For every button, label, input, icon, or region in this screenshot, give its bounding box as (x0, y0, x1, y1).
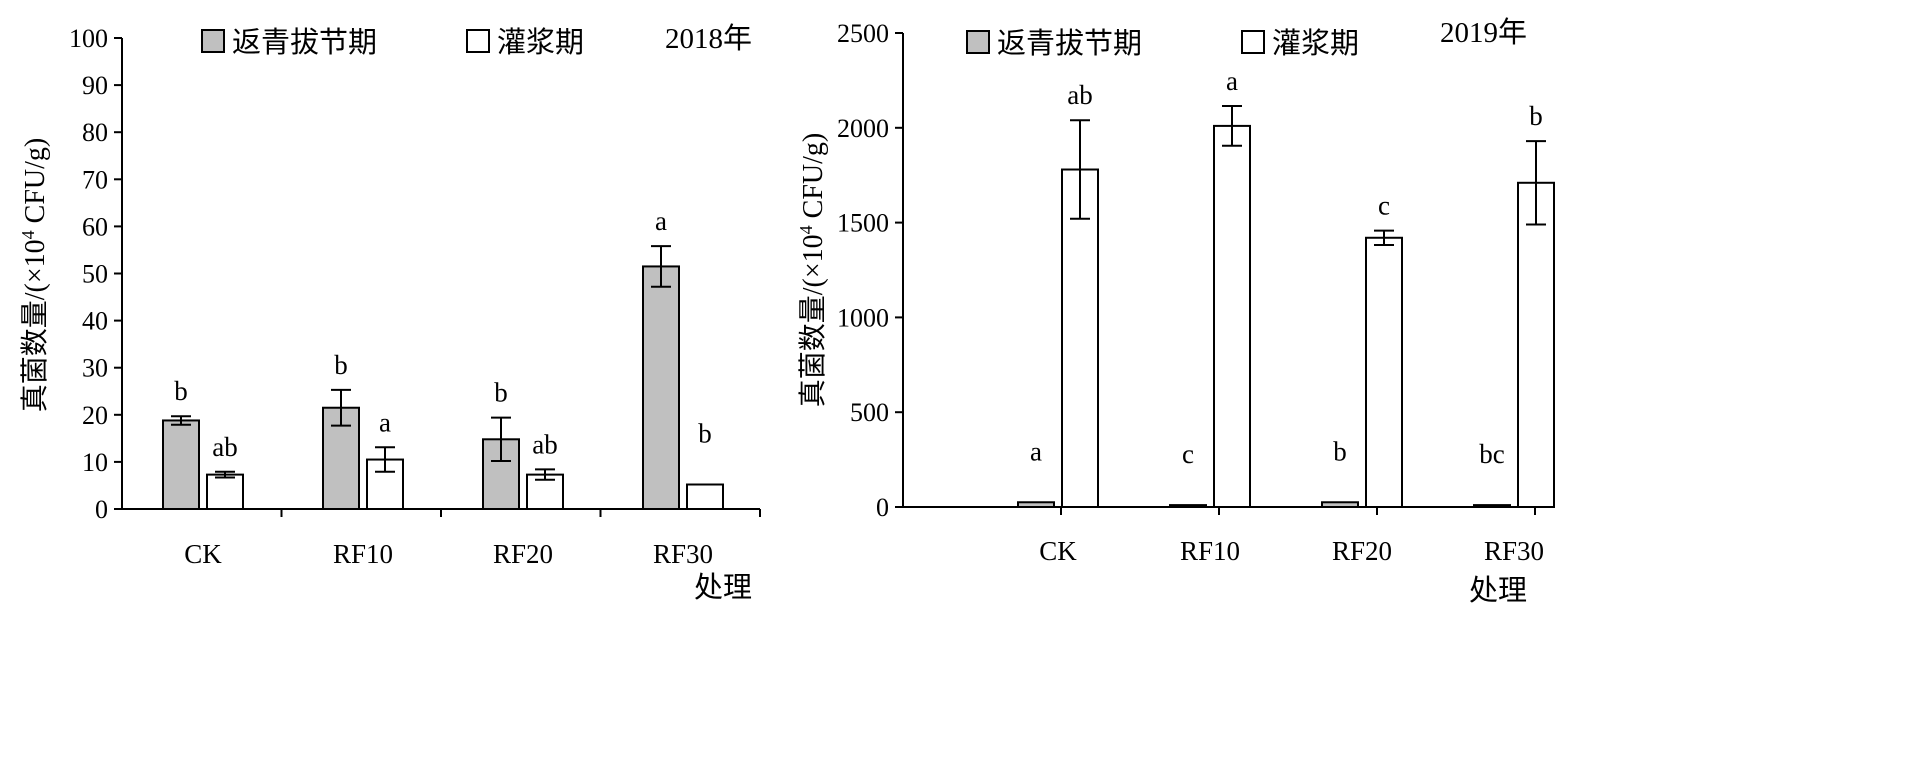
legend-swatch (201, 29, 225, 53)
x-axis-title: 处理 (1469, 574, 1527, 607)
x-tick-label: RF30 (1484, 536, 1544, 566)
y-tick-label: 70 (82, 165, 108, 194)
legend-swatch (966, 30, 990, 54)
y-axis-title-suffix: CFU/g) (20, 138, 51, 231)
significance-letter: a (655, 206, 667, 236)
legend-label: 返青拔节期 (232, 26, 377, 59)
bar-series-2 (1517, 181, 1555, 508)
x-tick-label: CK (1039, 536, 1077, 566)
bar-series-2 (206, 473, 244, 511)
y-axis-title: 真菌数量/(×104 CFU/g) (796, 133, 829, 407)
y-tick-label: 1000 (837, 303, 889, 332)
year-label: 2018年 (665, 22, 752, 55)
x-axis-title: 处理 (694, 571, 752, 604)
y-tick-label: 1500 (837, 209, 889, 238)
y-tick-label: 60 (82, 212, 108, 241)
y-tick-label: 2500 (837, 19, 889, 48)
bar-series-1 (642, 265, 680, 510)
significance-letter: ab (532, 429, 557, 459)
y-tick-label: 50 (82, 260, 108, 289)
significance-letter: b (494, 378, 508, 408)
significance-letter: ab (212, 432, 237, 462)
significance-letter: a (379, 407, 391, 437)
x-tick-label: RF20 (1332, 536, 1392, 566)
significance-letter: b (1529, 101, 1543, 131)
significance-letter: a (1226, 66, 1238, 96)
significance-letter: b (174, 376, 188, 406)
significance-letter: b (698, 419, 712, 449)
y-tick-label: 0 (876, 493, 889, 522)
legend-swatch (1241, 30, 1265, 54)
significance-letter: a (1030, 436, 1042, 466)
bar-series-2 (1365, 236, 1403, 508)
y-axis-title-exponent: 4 (18, 230, 38, 239)
significance-letter: ab (1067, 80, 1092, 110)
y-tick-label: 80 (82, 118, 108, 147)
bar-series-1 (1321, 501, 1359, 509)
y-axis-title: 真菌数量/(×104 CFU/g) (18, 138, 51, 412)
y-axis-title-prefix: 真菌数量/(×10 (19, 239, 51, 412)
significance-letter: b (1333, 436, 1347, 466)
y-tick-label: 2000 (837, 114, 889, 143)
y-tick-label: 40 (82, 307, 108, 336)
x-tick-label: RF10 (333, 539, 393, 569)
x-tick-label: RF20 (493, 539, 553, 569)
y-axis-title-prefix: 真菌数量/(×10 (797, 234, 829, 407)
bar-series-1 (1473, 504, 1511, 509)
bar-series-1 (1017, 501, 1055, 509)
bar-series-2 (1061, 168, 1099, 508)
y-tick-label: 20 (82, 401, 108, 430)
y-tick-label: 10 (82, 448, 108, 477)
x-tick-label: CK (184, 539, 222, 569)
significance-letter: c (1378, 191, 1390, 221)
significance-letter: bc (1479, 439, 1505, 469)
year-label: 2019年 (1440, 16, 1527, 49)
legend-label: 灌浆期 (1272, 27, 1359, 60)
bar-series-2 (1213, 124, 1251, 509)
bar-series-1 (162, 419, 200, 510)
x-tick-label: RF30 (653, 539, 713, 569)
significance-letter: c (1182, 439, 1194, 469)
legend-swatch (466, 29, 490, 53)
legend-label: 返青拔节期 (997, 27, 1142, 60)
y-axis-title-exponent: 4 (796, 225, 816, 234)
legend-label: 灌浆期 (497, 26, 584, 59)
bar-series-2 (686, 483, 724, 510)
y-tick-label: 0 (95, 495, 108, 524)
y-tick-label: 100 (69, 24, 108, 53)
y-tick-label: 30 (82, 354, 108, 383)
bar-series-1 (1169, 504, 1207, 509)
x-tick-label: RF10 (1180, 536, 1240, 566)
significance-letter: b (334, 350, 348, 380)
y-tick-label: 90 (82, 71, 108, 100)
y-axis-title-suffix: CFU/g) (798, 133, 829, 226)
y-tick-label: 500 (850, 398, 889, 427)
